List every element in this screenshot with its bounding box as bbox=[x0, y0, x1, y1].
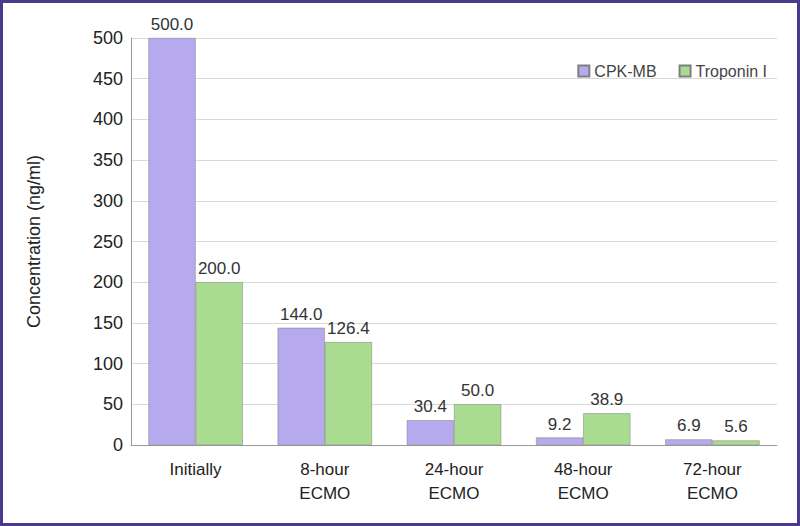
svg-text:8-hour: 8-hour bbox=[300, 460, 349, 479]
svg-text:350: 350 bbox=[93, 150, 123, 170]
svg-text:126.4: 126.4 bbox=[327, 319, 370, 338]
svg-text:48-hour: 48-hour bbox=[554, 460, 613, 479]
svg-text:Troponin I: Troponin I bbox=[696, 63, 767, 80]
svg-text:450: 450 bbox=[93, 69, 123, 89]
svg-text:100: 100 bbox=[93, 354, 123, 374]
svg-text:ECMO: ECMO bbox=[558, 484, 609, 503]
svg-text:72-hour: 72-hour bbox=[683, 460, 742, 479]
svg-text:150: 150 bbox=[93, 313, 123, 333]
svg-text:Initially: Initially bbox=[170, 460, 222, 479]
svg-text:24-hour: 24-hour bbox=[425, 460, 484, 479]
svg-text:ECMO: ECMO bbox=[687, 484, 738, 503]
svg-text:6.9: 6.9 bbox=[677, 416, 701, 435]
svg-text:250: 250 bbox=[93, 232, 123, 252]
svg-text:200: 200 bbox=[93, 272, 123, 292]
svg-text:50: 50 bbox=[103, 394, 123, 414]
svg-text:500: 500 bbox=[93, 28, 123, 48]
svg-text:30.4: 30.4 bbox=[414, 397, 447, 416]
svg-text:38.9: 38.9 bbox=[590, 390, 623, 409]
svg-text:Concentration (ng/ml): Concentration (ng/ml) bbox=[24, 155, 44, 328]
svg-text:ECMO: ECMO bbox=[299, 484, 350, 503]
svg-text:500.0: 500.0 bbox=[151, 15, 194, 34]
svg-text:300: 300 bbox=[93, 191, 123, 211]
svg-text:50.0: 50.0 bbox=[461, 381, 494, 400]
svg-text:400: 400 bbox=[93, 109, 123, 129]
svg-text:5.6: 5.6 bbox=[724, 417, 748, 436]
svg-text:0: 0 bbox=[113, 435, 123, 455]
svg-text:200.0: 200.0 bbox=[198, 259, 241, 278]
svg-text:CPK-MB: CPK-MB bbox=[594, 63, 656, 80]
svg-text:144.0: 144.0 bbox=[280, 305, 323, 324]
svg-text:ECMO: ECMO bbox=[429, 484, 480, 503]
svg-text:9.2: 9.2 bbox=[548, 415, 572, 434]
